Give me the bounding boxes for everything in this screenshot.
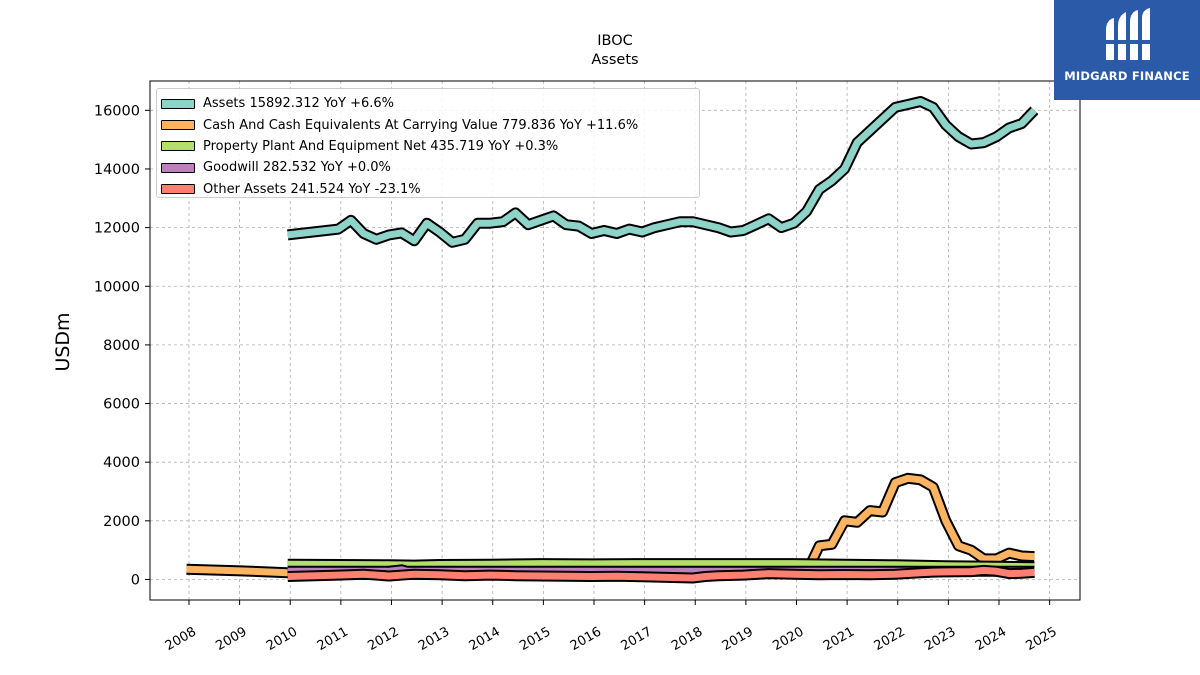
series-assets — [287, 96, 1039, 248]
x-tick-label: 2015 — [517, 624, 553, 654]
x-tick-label: 2024 — [973, 624, 1009, 654]
series-layer — [186, 96, 1039, 584]
x-tick-label: 2021 — [821, 624, 857, 654]
x-tick-label: 2014 — [467, 624, 503, 654]
chart-title: IBOC — [597, 33, 633, 49]
logo-mark-icon — [1104, 8, 1152, 60]
y-tick-label: 2000 — [103, 514, 140, 530]
legend-label: Goodwill 282.532 YoY +0.0% — [203, 160, 391, 176]
x-tick-label: 2016 — [568, 624, 604, 654]
legend-swatch — [161, 184, 195, 195]
legend-swatch — [161, 141, 195, 152]
legend-label: Cash And Cash Equivalents At Carrying Va… — [203, 117, 639, 133]
x-tick-label: 2008 — [163, 624, 199, 654]
series-line — [287, 566, 1035, 582]
legend-swatch — [161, 98, 195, 109]
y-tick-label: 4000 — [103, 455, 140, 471]
y-tick-label: 0 — [131, 572, 140, 588]
x-tick-label: 2017 — [618, 624, 654, 654]
legend-item-goodwill: Goodwill 282.532 YoY +0.0% — [161, 157, 699, 178]
x-tick-label: 2018 — [669, 624, 705, 654]
chart-subtitle: Assets — [591, 52, 639, 68]
legend-item-cash: Cash And Cash Equivalents At Carrying Va… — [161, 114, 699, 135]
legend-item-assets: Assets 15892.312 YoY +6.6% — [161, 93, 699, 114]
x-axis: 2008 2009 2010 2011 2012 2013 2014 2015 2016 2017… — [163, 600, 1060, 654]
x-tick-label: 2025 — [1023, 624, 1059, 654]
legend: Assets 15892.312 YoY +6.6% Cash And Cash… — [156, 88, 700, 198]
x-tick-label: 2012 — [365, 624, 401, 654]
x-tick-label: 2023 — [922, 624, 958, 654]
y-tick-label: 8000 — [103, 338, 140, 354]
legend-label: Other Assets 241.524 YoY -23.1% — [203, 181, 421, 197]
x-tick-label: 2020 — [770, 624, 806, 654]
x-tick-label: 2019 — [720, 624, 756, 654]
legend-label: Property Plant And Equipment Net 435.719… — [203, 138, 559, 154]
legend-item-other-assets: Other Assets 241.524 YoY -23.1% — [161, 179, 699, 200]
y-axis-label: USDm — [52, 312, 74, 371]
legend-swatch — [161, 162, 195, 173]
y-tick-label: 14000 — [94, 162, 140, 178]
y-tick-label: 6000 — [103, 397, 140, 413]
x-tick-label: 2022 — [872, 624, 908, 654]
y-tick-label: 16000 — [94, 103, 140, 119]
midgard-finance-logo: MIDGARD FINANCE — [1054, 0, 1200, 100]
series-other-assets — [287, 564, 1035, 584]
x-tick-label: 2009 — [213, 624, 249, 654]
legend-item-ppe: Property Plant And Equipment Net 435.719… — [161, 136, 699, 157]
logo-brand-text: MIDGARD FINANCE — [1064, 69, 1190, 83]
legend-swatch — [161, 120, 195, 131]
x-tick-label: 2013 — [416, 624, 452, 654]
x-tick-label: 2011 — [315, 624, 351, 654]
series-property-plant-and-equipment-net — [287, 558, 1035, 573]
x-tick-label: 2010 — [264, 624, 300, 654]
y-tick-label: 12000 — [94, 221, 140, 237]
legend-label: Assets 15892.312 YoY +6.6% — [203, 96, 395, 112]
series-line — [287, 560, 1035, 571]
y-axis: 0 2000 4000 6000 8000 10000 12000 14000 16000 — [94, 103, 150, 588]
y-tick-label: 10000 — [94, 279, 140, 295]
series-line — [287, 98, 1037, 246]
plot-area-frame — [149, 80, 1081, 601]
